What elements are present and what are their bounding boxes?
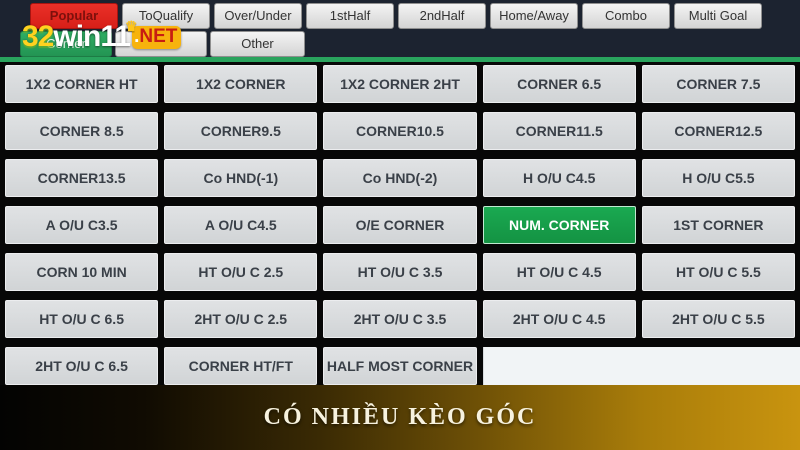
market-button[interactable]: CORNER12.5 <box>641 112 795 150</box>
market-button[interactable]: H O/U C4.5 <box>482 159 636 197</box>
market-button[interactable]: 2HT O/U C 6.5 <box>5 347 159 385</box>
market-button[interactable]: A O/U C4.5 <box>164 206 318 244</box>
market-button[interactable]: Co HND(-1) <box>164 159 318 197</box>
tab-popular[interactable]: Popular <box>30 3 118 29</box>
tab-1st-half[interactable]: 1stHalf <box>306 3 394 29</box>
promo-banner: CÓ NHIỀU KÈO GÓC <box>0 385 800 450</box>
market-button[interactable]: HT O/U C 3.5 <box>323 253 477 291</box>
empty-panel <box>482 347 800 385</box>
market-button[interactable]: 1X2 CORNER <box>164 65 318 103</box>
market-button[interactable]: CORNER10.5 <box>323 112 477 150</box>
market-button[interactable]: HT O/U C 6.5 <box>5 300 159 338</box>
market-tabs-bar: Popular ToQualify Over/Under 1stHalf 2nd… <box>0 0 800 62</box>
tab-over-under[interactable]: Over/Under <box>214 3 302 29</box>
market-button[interactable]: CORNER11.5 <box>482 112 636 150</box>
market-grid: 1X2 CORNER HT 1X2 CORNER 1X2 CORNER 2HT … <box>0 62 800 385</box>
market-button[interactable]: CORNER HT/FT <box>164 347 318 385</box>
promo-banner-text: CÓ NHIỀU KÈO GÓC <box>263 404 537 430</box>
market-button[interactable]: 2HT O/U C 5.5 <box>641 300 795 338</box>
tab-row-secondary: Corner Cards Other <box>0 29 800 57</box>
market-button[interactable]: Co HND(-2) <box>323 159 477 197</box>
tab-toqualify[interactable]: ToQualify <box>122 3 210 29</box>
market-button[interactable]: 2HT O/U C 3.5 <box>323 300 477 338</box>
market-button[interactable]: 2HT O/U C 2.5 <box>164 300 318 338</box>
market-button[interactable]: 2HT O/U C 4.5 <box>482 300 636 338</box>
market-button[interactable]: 1ST CORNER <box>641 206 795 244</box>
active-tab-underline <box>0 57 800 62</box>
market-button[interactable]: HALF MOST CORNER <box>323 347 477 385</box>
tab-cards[interactable]: Cards <box>115 31 207 57</box>
tab-multi-goal[interactable]: Multi Goal <box>674 3 762 29</box>
tab-other[interactable]: Other <box>210 31 305 57</box>
tab-corner[interactable]: Corner <box>20 31 112 57</box>
tab-row-primary: Popular ToQualify Over/Under 1stHalf 2nd… <box>0 0 800 29</box>
market-button[interactable]: CORNER 6.5 <box>482 65 636 103</box>
market-button[interactable]: CORNER13.5 <box>5 159 159 197</box>
tab-combo[interactable]: Combo <box>582 3 670 29</box>
market-button[interactable]: A O/U C3.5 <box>5 206 159 244</box>
tab-home-away[interactable]: Home/Away <box>490 3 578 29</box>
market-button[interactable]: CORNER 8.5 <box>5 112 159 150</box>
market-button[interactable]: HT O/U C 4.5 <box>482 253 636 291</box>
tab-2nd-half[interactable]: 2ndHalf <box>398 3 486 29</box>
market-button[interactable]: H O/U C5.5 <box>641 159 795 197</box>
market-button[interactable]: 1X2 CORNER HT <box>5 65 159 103</box>
market-button[interactable]: O/E CORNER <box>323 206 477 244</box>
market-button[interactable]: HT O/U C 2.5 <box>164 253 318 291</box>
market-button[interactable]: CORNER9.5 <box>164 112 318 150</box>
market-button[interactable]: CORNER 7.5 <box>641 65 795 103</box>
market-button[interactable]: HT O/U C 5.5 <box>641 253 795 291</box>
market-button[interactable]: 1X2 CORNER 2HT <box>323 65 477 103</box>
market-button-num-corner-selected[interactable]: NUM. CORNER <box>482 206 636 244</box>
market-button[interactable]: CORN 10 MIN <box>5 253 159 291</box>
